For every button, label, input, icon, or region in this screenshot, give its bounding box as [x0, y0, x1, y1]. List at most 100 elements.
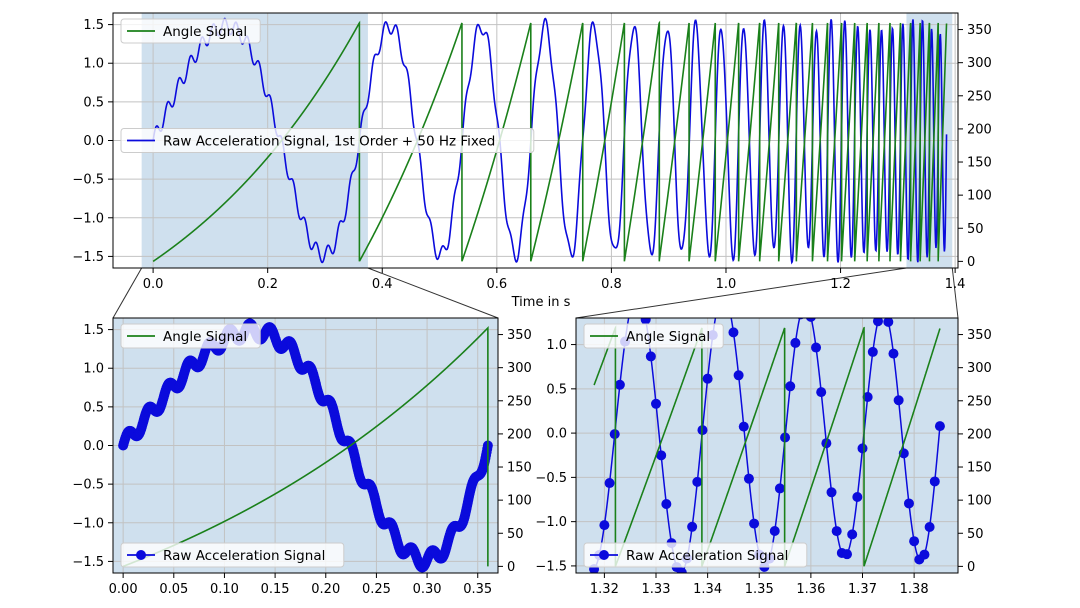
y-tick-label: −1.5	[72, 250, 104, 265]
signal-point	[614, 379, 625, 390]
x-tick-label: 0.4	[372, 277, 393, 292]
legend-label: Angle Signal	[163, 329, 247, 345]
y-tick-label: −1.0	[535, 515, 567, 530]
y-tick-label: 0.0	[546, 427, 567, 442]
signal-point	[872, 318, 883, 327]
legend-label: Raw Acceleration Signal	[163, 548, 325, 564]
signal-point	[852, 491, 863, 502]
angle-signal-line	[593, 325, 941, 567]
signal-point	[842, 549, 853, 560]
y2-tick-label: 150	[507, 461, 532, 476]
y2-tick-label: 0	[967, 255, 975, 270]
x-tick-label: 0.15	[261, 582, 290, 597]
legend-box	[120, 18, 261, 44]
y-tick-label: 1.5	[83, 18, 104, 33]
signal-point	[785, 381, 796, 392]
signal-point	[640, 318, 651, 325]
signal-point	[826, 487, 837, 498]
x-tick-label: 1.0	[716, 277, 737, 292]
signal-point	[857, 443, 868, 454]
angle-signal-line	[122, 326, 489, 568]
y2-tick-label: 150	[967, 461, 992, 476]
legend-label: Raw Acceleration Signal, 1st Order + 50 …	[163, 134, 495, 150]
y-axis-right: 0 50 100 150 200 250 300 350	[498, 328, 532, 575]
signal-point	[862, 392, 873, 402]
raw-acceleration-legend: Raw Acceleration Signal, 1st Order + 50 …	[120, 128, 535, 153]
y2-tick-label: 350	[967, 328, 992, 343]
legend-box	[120, 128, 535, 153]
legend-label: Angle Signal	[163, 24, 247, 40]
x-tick-label: 1.33	[642, 582, 671, 597]
signal-point	[801, 300, 811, 310]
x-tick-label: 1.34	[693, 582, 722, 597]
y-tick-label: −0.5	[72, 478, 104, 493]
y-tick-label: 0.5	[546, 382, 567, 397]
signal-point	[687, 521, 698, 532]
signal-point	[790, 337, 801, 348]
signal-point	[749, 518, 760, 529]
signal-point	[738, 421, 749, 432]
signal-point	[867, 346, 878, 357]
signal-point	[919, 549, 930, 560]
zoom-connector	[575, 267, 907, 319]
signal-point	[645, 351, 656, 362]
raw-acceleration-signal-line	[152, 17, 948, 265]
y-tick-label: 0.0	[83, 439, 104, 454]
signal-point	[651, 398, 662, 409]
signal-point	[831, 526, 842, 537]
signal-point	[636, 293, 646, 303]
y2-tick-label: 50	[967, 527, 984, 542]
x-tick-label: 0.00	[109, 582, 138, 597]
y2-tick-label: 100	[967, 494, 992, 509]
x-tick-label: 1.4	[945, 277, 966, 292]
zoom-connector-lines	[112, 267, 959, 319]
y-tick-label: 1.0	[83, 362, 104, 377]
y2-tick-label: 250	[967, 89, 992, 104]
signal-point	[702, 373, 713, 384]
signal-point	[934, 421, 945, 432]
x-tick-label: 1.36	[796, 582, 825, 597]
angle-signal-legend: Angle Signal	[583, 323, 724, 349]
overview-chart: 0.0 0.2 0.4 0.6 0.8 1.0 1.2 1.4−1.5−1.0−0.50.00…	[72, 12, 992, 292]
x-axis: 1.32 1.33 1.34 1.35 1.36 1.37 1.38	[590, 573, 929, 597]
signal-point	[630, 290, 640, 300]
signal-point	[811, 342, 822, 353]
y-tick-label: 0.0	[83, 134, 104, 149]
x-tick-label: 0.2	[257, 277, 278, 292]
signal-point	[656, 450, 667, 461]
legend-marker	[599, 550, 609, 560]
legend-label: Raw Acceleration Signal	[626, 548, 788, 564]
x-tick-label: 0.30	[413, 582, 442, 597]
zoom-right-chart: 1.32 1.33 1.34 1.35 1.36 1.37 1.38 −1.5 −1.0 −0.5…	[535, 290, 992, 597]
legend-box	[120, 323, 261, 349]
zoom-connector	[112, 267, 143, 319]
y-tick-label: 1.0	[83, 57, 104, 72]
signal-point	[769, 526, 780, 537]
y2-tick-label: 50	[967, 222, 984, 237]
legend-box	[583, 323, 724, 349]
signal-point	[728, 327, 739, 338]
y2-tick-label: 0	[507, 560, 515, 575]
legend-marker	[136, 550, 146, 560]
signal-point	[676, 567, 687, 573]
y-tick-label: 0.5	[83, 400, 104, 415]
x-tick-label: 0.20	[311, 582, 340, 597]
signal-point	[733, 370, 744, 381]
y2-tick-label: 350	[967, 23, 992, 38]
signal-point	[713, 301, 723, 311]
y-axis-left: −1.5 −1.0 −0.5 0.0 0.5 1.0 1.5	[72, 323, 113, 570]
y2-tick-label: 150	[967, 156, 992, 171]
signal-point	[743, 473, 754, 484]
x-tick-label: 0.25	[362, 582, 391, 597]
signal-point	[883, 318, 894, 327]
x-tick-label: 0.10	[210, 582, 239, 597]
x-axis: 0.0 0.2 0.4 0.6 0.8 1.0 1.2 1.4	[143, 268, 966, 292]
signal-point	[903, 498, 914, 509]
y-tick-label: −0.5	[72, 173, 104, 188]
signal-point	[924, 521, 935, 532]
y2-tick-label: 300	[967, 56, 992, 71]
signal-point	[806, 318, 816, 322]
signal-point	[692, 476, 703, 487]
y-tick-label: −1.0	[72, 516, 104, 531]
